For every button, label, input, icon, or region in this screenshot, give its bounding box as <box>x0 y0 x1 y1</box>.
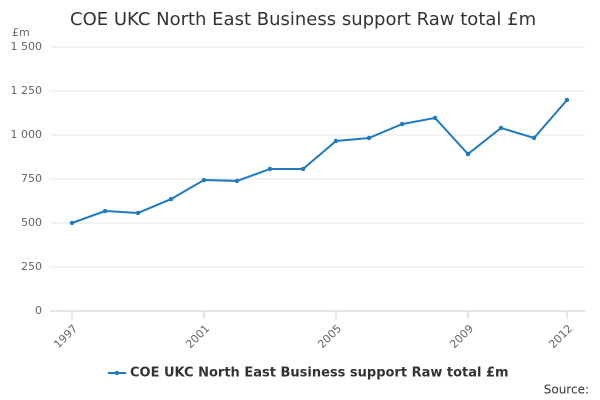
x-tick-label: 2005 <box>315 322 344 351</box>
data-point <box>69 220 75 226</box>
y-tick-label: 0 <box>35 304 42 317</box>
data-point <box>267 166 273 172</box>
y-tick-label: 500 <box>21 216 42 229</box>
y-tick-label: 1 250 <box>11 84 43 97</box>
y-tick-label: 1 500 <box>11 40 43 53</box>
data-point <box>135 210 141 216</box>
data-point <box>201 177 207 183</box>
chart-title: COE UKC North East Business support Raw … <box>70 9 536 30</box>
legend-label: COE UKC North East Business support Raw … <box>130 366 509 381</box>
x-tick-label: 2009 <box>447 322 476 351</box>
series-line <box>71 99 568 224</box>
data-point <box>102 208 108 214</box>
data-point <box>465 151 471 157</box>
data-point <box>531 135 537 141</box>
y-axis-unit: £m <box>12 26 30 39</box>
data-point <box>432 115 438 121</box>
legend-marker <box>114 370 120 376</box>
x-tick-label: 2012 <box>546 322 575 351</box>
data-point <box>399 121 405 127</box>
data-point <box>498 125 504 131</box>
data-point <box>366 135 372 141</box>
data-point <box>300 166 306 172</box>
x-tick-label: 2001 <box>183 322 212 351</box>
x-tick-label: 1997 <box>51 322 80 351</box>
y-tick-label: 250 <box>21 260 42 273</box>
data-point <box>168 196 174 202</box>
data-point <box>333 138 339 144</box>
y-tick-label: 1 000 <box>11 128 43 141</box>
y-tick-label: 750 <box>21 172 42 185</box>
data-point <box>234 178 240 184</box>
data-point <box>564 97 570 103</box>
source: Source: <box>544 383 589 397</box>
